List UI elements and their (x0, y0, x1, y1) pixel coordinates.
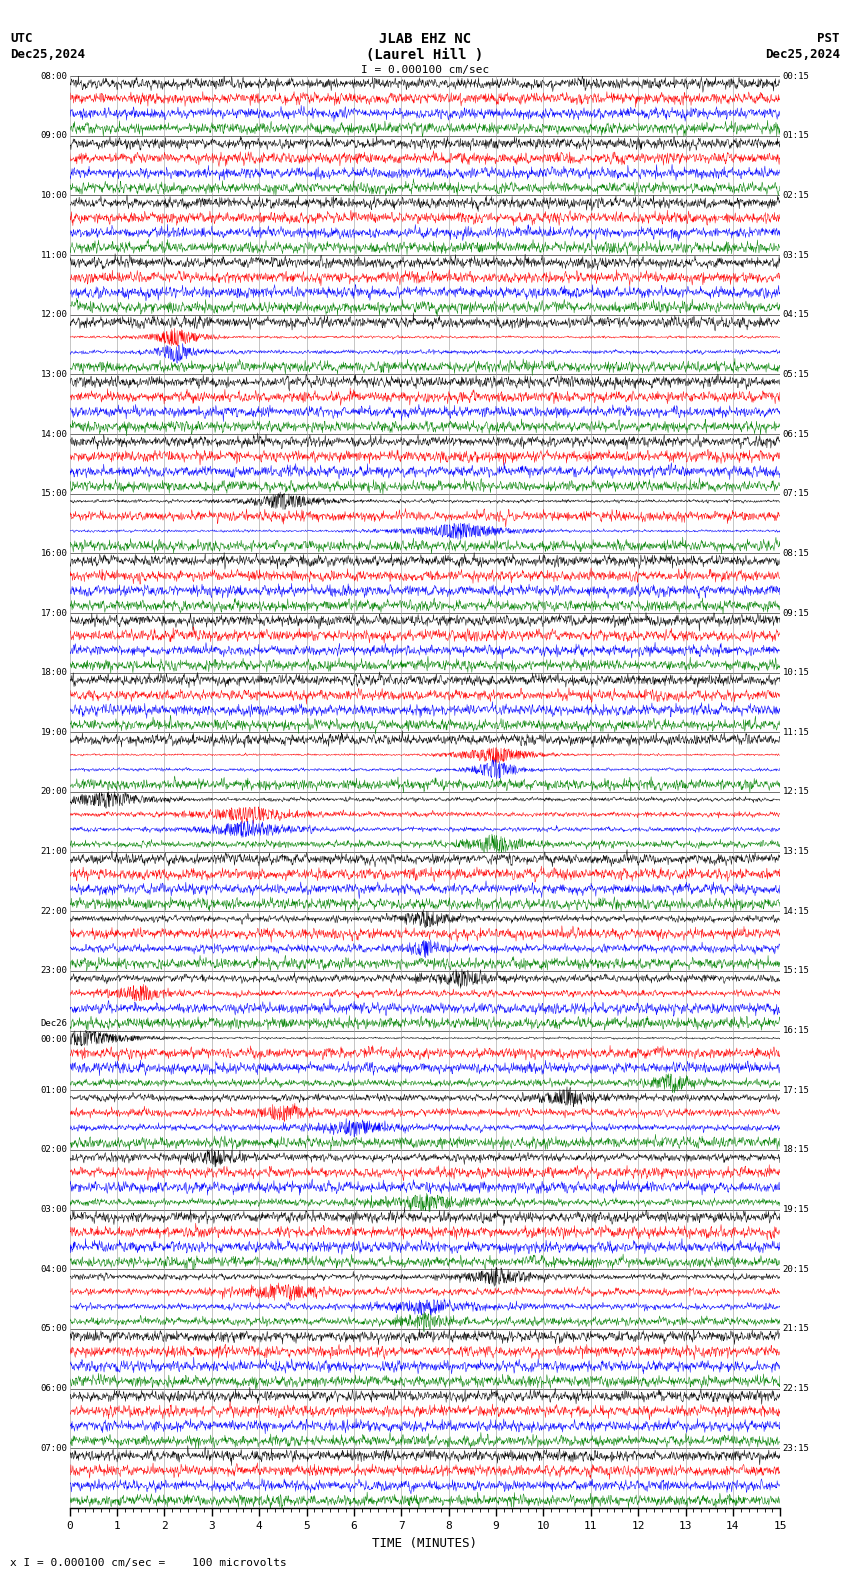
Text: x I = 0.000100 cm/sec =    100 microvolts: x I = 0.000100 cm/sec = 100 microvolts (10, 1559, 287, 1568)
Text: 21:15: 21:15 (783, 1324, 809, 1334)
Text: 20:00: 20:00 (41, 787, 67, 797)
Text: 12:00: 12:00 (41, 310, 67, 320)
Text: 00:15: 00:15 (783, 71, 809, 81)
Text: 02:15: 02:15 (783, 190, 809, 200)
Text: 08:00: 08:00 (41, 71, 67, 81)
Text: 04:00: 04:00 (41, 1264, 67, 1274)
Text: 00:00: 00:00 (41, 1034, 67, 1044)
Text: 03:00: 03:00 (41, 1205, 67, 1215)
Text: 02:00: 02:00 (41, 1145, 67, 1155)
Text: 07:15: 07:15 (783, 489, 809, 499)
Text: 23:15: 23:15 (783, 1443, 809, 1453)
Text: 19:15: 19:15 (783, 1205, 809, 1215)
Text: 07:00: 07:00 (41, 1443, 67, 1453)
Text: 18:00: 18:00 (41, 668, 67, 678)
Text: 19:00: 19:00 (41, 727, 67, 737)
Text: 09:15: 09:15 (783, 608, 809, 618)
Text: Dec26: Dec26 (41, 1019, 67, 1028)
Text: 09:00: 09:00 (41, 131, 67, 141)
Text: 23:00: 23:00 (41, 966, 67, 976)
Text: 20:15: 20:15 (783, 1264, 809, 1274)
Text: 22:15: 22:15 (783, 1384, 809, 1394)
Text: Dec25,2024: Dec25,2024 (10, 48, 85, 60)
Text: 12:15: 12:15 (783, 787, 809, 797)
Text: 04:15: 04:15 (783, 310, 809, 320)
Text: 03:15: 03:15 (783, 250, 809, 260)
Text: 10:00: 10:00 (41, 190, 67, 200)
Text: 06:00: 06:00 (41, 1384, 67, 1394)
Text: UTC: UTC (10, 32, 32, 44)
Text: 22:00: 22:00 (41, 906, 67, 916)
Text: 14:00: 14:00 (41, 429, 67, 439)
Text: 01:15: 01:15 (783, 131, 809, 141)
Text: 10:15: 10:15 (783, 668, 809, 678)
Text: 11:15: 11:15 (783, 727, 809, 737)
Text: Dec25,2024: Dec25,2024 (765, 48, 840, 60)
X-axis label: TIME (MINUTES): TIME (MINUTES) (372, 1536, 478, 1549)
Text: 15:00: 15:00 (41, 489, 67, 499)
Text: (Laurel Hill ): (Laurel Hill ) (366, 48, 484, 62)
Text: 11:00: 11:00 (41, 250, 67, 260)
Text: 21:00: 21:00 (41, 847, 67, 857)
Text: 05:00: 05:00 (41, 1324, 67, 1334)
Text: 18:15: 18:15 (783, 1145, 809, 1155)
Text: 08:15: 08:15 (783, 548, 809, 558)
Text: I = 0.000100 cm/sec: I = 0.000100 cm/sec (361, 65, 489, 74)
Text: 14:15: 14:15 (783, 906, 809, 916)
Text: 15:15: 15:15 (783, 966, 809, 976)
Text: 13:00: 13:00 (41, 369, 67, 379)
Text: 06:15: 06:15 (783, 429, 809, 439)
Text: JLAB EHZ NC: JLAB EHZ NC (379, 32, 471, 46)
Text: 17:15: 17:15 (783, 1085, 809, 1095)
Text: 13:15: 13:15 (783, 847, 809, 857)
Text: 05:15: 05:15 (783, 369, 809, 379)
Text: 01:00: 01:00 (41, 1085, 67, 1095)
Text: PST: PST (818, 32, 840, 44)
Text: 16:15: 16:15 (783, 1026, 809, 1036)
Text: 16:00: 16:00 (41, 548, 67, 558)
Text: 17:00: 17:00 (41, 608, 67, 618)
